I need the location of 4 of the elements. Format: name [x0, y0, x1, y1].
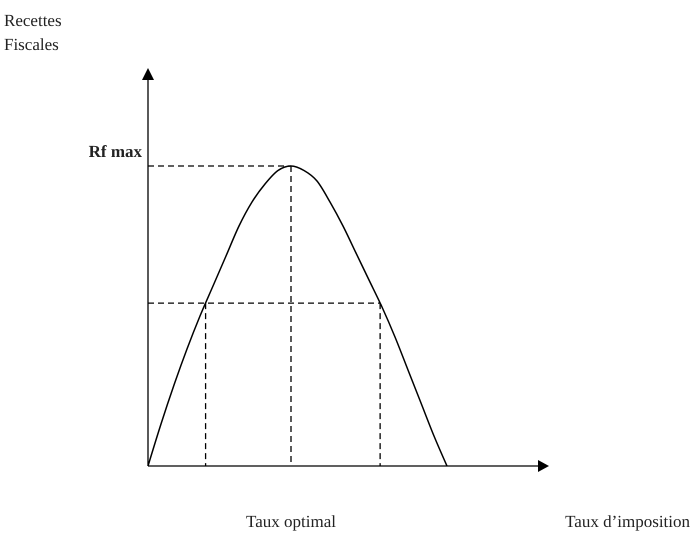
text: Taux optimal [246, 512, 336, 531]
ref-line-label: Rf max [88, 142, 142, 161]
text: Recettes Fiscales [4, 11, 62, 54]
text: Taux d’imposition [565, 512, 690, 531]
